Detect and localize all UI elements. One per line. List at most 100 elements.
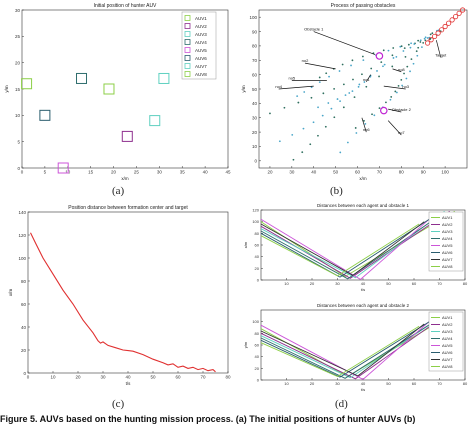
trajectory-point bbox=[395, 91, 398, 94]
y-tick-label: 120 bbox=[252, 208, 259, 213]
legend-entry: AUV3 bbox=[442, 329, 453, 334]
legend-entry: AUV1 bbox=[195, 16, 207, 21]
trajectory-point bbox=[421, 46, 423, 49]
x-tick-label: 0 bbox=[27, 375, 30, 380]
y-tick-label: 10 bbox=[252, 144, 258, 149]
chart-b: 20 30 40 50 60 70 80 90 100 0 10 20 30 40 50 60 70 80 90 10… bbox=[237, 0, 474, 185]
trajectory-point bbox=[330, 107, 333, 110]
y-tick-label: 20 bbox=[255, 366, 260, 371]
legend-swatch bbox=[184, 63, 191, 69]
trajectory-point bbox=[431, 32, 434, 35]
chart-d2: 10 20 30 40 50 60 70 80 0 20 40 60 80 100 Distances be… bbox=[237, 298, 474, 398]
y-tick-label: 100 bbox=[252, 319, 259, 324]
x-axis-label: t/s bbox=[361, 387, 365, 392]
legend-entry: AUV5 bbox=[442, 243, 453, 248]
annotation-label: no3 bbox=[402, 84, 409, 89]
x-tick-label: 50 bbox=[386, 381, 391, 386]
trajectory-point bbox=[392, 47, 395, 49]
trajectory-point bbox=[370, 67, 373, 70]
trajectory-point bbox=[429, 33, 432, 36]
trajectory-point bbox=[333, 87, 336, 90]
trajectory-point bbox=[321, 114, 324, 117]
legend-entry: AUV5 bbox=[195, 48, 207, 53]
trajectory-point bbox=[400, 45, 403, 48]
annotation-arrow bbox=[365, 74, 371, 83]
x-tick-label: 50 bbox=[333, 170, 339, 175]
trajectory-point bbox=[358, 83, 361, 86]
chart-title: Initial position of hunter AUV bbox=[94, 3, 157, 9]
trajectory-point bbox=[426, 37, 429, 39]
target-point bbox=[435, 30, 441, 36]
y-axis-label: y/m bbox=[241, 85, 246, 93]
target-point bbox=[446, 20, 452, 26]
y-tick-label: 60 bbox=[255, 343, 260, 348]
panel-label-d: (d) bbox=[335, 398, 348, 410]
x-tick-label: 40 bbox=[203, 170, 209, 175]
trajectory-point bbox=[296, 95, 299, 98]
trajectory-point bbox=[406, 65, 409, 68]
trajectory-point bbox=[382, 49, 385, 52]
trajectory-point bbox=[365, 85, 368, 88]
trajectory-point bbox=[371, 113, 373, 116]
y-tick-label: 50 bbox=[252, 87, 258, 92]
trajectory-point bbox=[403, 47, 406, 50]
trajectory-point bbox=[328, 75, 330, 78]
legend-swatch bbox=[184, 31, 191, 37]
trajectory-point bbox=[317, 106, 319, 109]
trajectory-point bbox=[302, 127, 305, 130]
x-tick-label: 0 bbox=[21, 170, 24, 175]
agent-distance-line bbox=[260, 218, 430, 278]
trajectory-point bbox=[350, 64, 352, 67]
x-tick-label: 20 bbox=[267, 170, 273, 175]
x-tick-label: 80 bbox=[399, 170, 405, 175]
y-tick-label: 80 bbox=[252, 44, 258, 49]
trajectory-point bbox=[391, 65, 394, 68]
trajectory-point bbox=[310, 96, 313, 99]
trajectory-point bbox=[401, 84, 404, 87]
y-tick-label: 70 bbox=[252, 58, 258, 63]
x-tick-label: 10 bbox=[284, 281, 289, 286]
legend-entry: AUV8 bbox=[442, 364, 453, 369]
chart-d2-svg: 10 20 30 40 50 60 70 80 0 20 40 60 80 100 Distances be… bbox=[243, 303, 468, 392]
trajectory-point bbox=[327, 102, 330, 104]
x-tick-label: 30 bbox=[157, 170, 163, 175]
trajectory-point bbox=[333, 116, 336, 119]
y-tick-label: 60 bbox=[255, 243, 260, 248]
y-tick-label: 100 bbox=[18, 256, 26, 261]
trajectory-point bbox=[291, 133, 294, 136]
x-tick-label: 50 bbox=[386, 281, 391, 286]
chart-title: Distances between each agent and obstacl… bbox=[317, 203, 410, 208]
trajectory-point bbox=[312, 121, 315, 124]
auv-marker bbox=[149, 115, 161, 127]
legend-swatch bbox=[184, 71, 191, 77]
agent-distance-line bbox=[260, 214, 435, 280]
y-tick-label: 80 bbox=[255, 331, 260, 336]
legend-entry: AUV7 bbox=[442, 357, 453, 362]
obstacle-marker bbox=[375, 52, 384, 60]
trajectory-point bbox=[361, 55, 364, 58]
trajectory-point bbox=[407, 43, 410, 46]
x-tick-label: 60 bbox=[412, 381, 417, 386]
agent-distance-line bbox=[260, 323, 425, 377]
x-tick-label: 40 bbox=[125, 375, 131, 380]
trajectory-point bbox=[382, 65, 384, 68]
annotation-arrow bbox=[313, 31, 376, 55]
trajectory-point bbox=[292, 158, 295, 161]
legend-swatch bbox=[184, 23, 191, 29]
legend-swatch bbox=[184, 47, 191, 53]
trajectory-point bbox=[385, 101, 387, 104]
trajectory-point bbox=[378, 75, 380, 78]
chart-a: 0 5 10 15 20 25 30 35 40 45 0 5 10 15 20 25 30 Initial po… bbox=[0, 0, 237, 185]
target-point bbox=[453, 14, 459, 20]
y-tick-label: 20 bbox=[21, 348, 27, 353]
y-tick-label: 90 bbox=[252, 29, 258, 34]
y-tick-label: 15 bbox=[15, 87, 21, 92]
y-tick-label: 40 bbox=[255, 354, 260, 359]
x-tick-label: 70 bbox=[437, 281, 442, 286]
trajectory-point bbox=[324, 125, 327, 128]
x-axis-label: x/m bbox=[121, 176, 129, 181]
trajectory-point bbox=[419, 41, 422, 43]
x-tick-label: 30 bbox=[335, 381, 340, 386]
trajectory-point bbox=[353, 96, 356, 98]
